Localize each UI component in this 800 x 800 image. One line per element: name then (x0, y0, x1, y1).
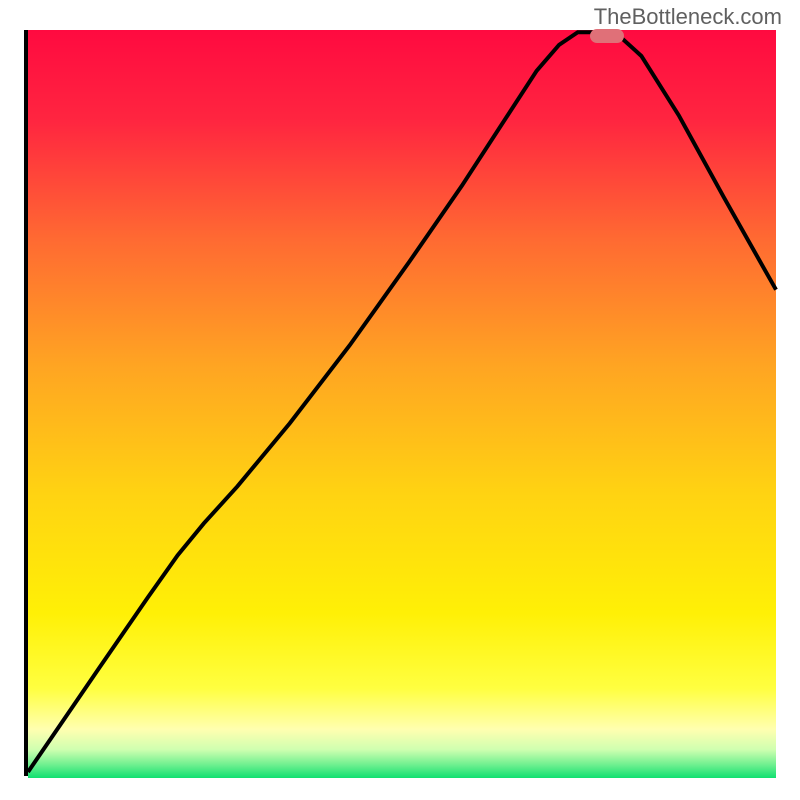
bottleneck-curve (28, 30, 776, 772)
chart-plot-area (24, 30, 776, 776)
optimal-point-marker (590, 29, 624, 43)
watermark-text: TheBottleneck.com (594, 4, 782, 30)
